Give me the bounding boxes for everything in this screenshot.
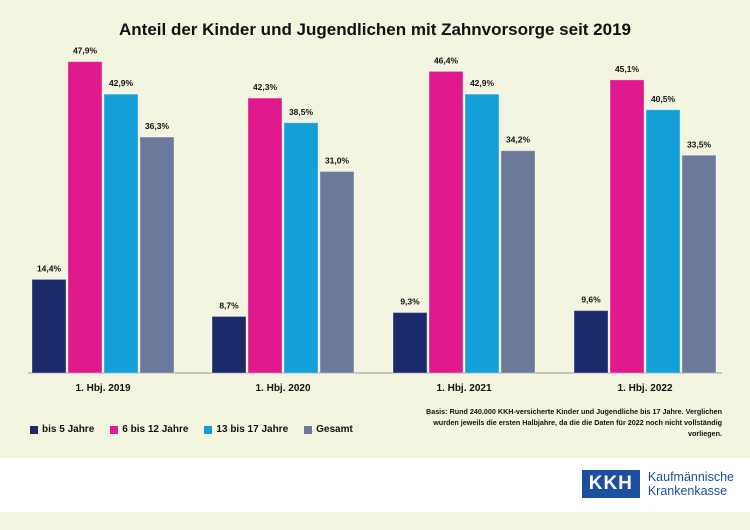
- legend-label: 6 bis 12 Jahre: [122, 424, 189, 435]
- data-label: 42,9%: [470, 78, 495, 88]
- bar-bis-5-jahre-0: [31, 278, 67, 374]
- data-label: 45,1%: [615, 64, 640, 74]
- data-label: 47,9%: [73, 46, 98, 56]
- bar-chart: 14,4% 47,9% 42,9% 36,3% 1. Hbj. 2019 8,7% 42,3…: [28, 46, 722, 394]
- legend-label: Gesamt: [316, 424, 353, 435]
- data-label: 42,9%: [109, 78, 134, 88]
- bar-6-bis-12-jahre-1: [247, 97, 283, 374]
- footnote: Basis: Rund 240.000 KKH-versicherte Kind…: [426, 407, 722, 438]
- logo-line-2: Krankenkasse: [647, 484, 728, 498]
- bar-bis-5-jahre-1: [211, 315, 247, 374]
- legend-item-bis-5: bis 5 Jahre: [30, 424, 94, 435]
- data-label: 38,5%: [289, 107, 314, 117]
- bar-gesamt-0: [139, 136, 175, 374]
- category-label: 1. Hbj. 2021: [436, 383, 491, 394]
- legend-swatch: [204, 425, 213, 434]
- data-label: 34,2%: [506, 135, 531, 145]
- bottom-strip: [0, 512, 750, 530]
- legend-item-13-17: 13 bis 17 Jahre: [204, 424, 288, 435]
- data-label: 31,0%: [325, 156, 350, 166]
- data-label: 40,5%: [651, 94, 676, 104]
- category-label: 1. Hbj. 2022: [617, 383, 672, 394]
- legend-item-6-12: 6 bis 12 Jahre: [110, 424, 188, 435]
- bar-13-bis-17-jahre-0: [103, 93, 139, 374]
- data-label: 8,7%: [219, 300, 239, 310]
- legend-swatch: [110, 425, 119, 434]
- legend-label: bis 5 Jahre: [42, 424, 95, 435]
- legend-item-gesamt: Gesamt: [304, 424, 353, 435]
- bar-6-bis-12-jahre-2: [428, 70, 464, 374]
- legend-swatch: [30, 425, 38, 434]
- legend: bis 5 Jahre 6 bis 12 Jahre 13 bis 17 Jah…: [30, 424, 353, 435]
- bar-gesamt-2: [500, 150, 536, 374]
- bar-13-bis-17-jahre-1: [283, 122, 319, 374]
- bar-13-bis-17-jahre-2: [464, 93, 500, 374]
- bar-gesamt-1: [319, 171, 355, 374]
- bar-13-bis-17-jahre-3: [645, 109, 681, 374]
- data-label: 14,4%: [37, 263, 62, 273]
- kkh-logo: KKH Kaufmännische Krankenkasse: [581, 470, 734, 498]
- bar-bis-5-jahre-2: [392, 312, 428, 374]
- chart-title: Anteil der Kinder und Jugendlichen mit Z…: [119, 20, 631, 39]
- data-label: 46,4%: [434, 55, 459, 65]
- chart-panel: Anteil der Kinder und Jugendlichen mit Z…: [28, 20, 722, 438]
- bar-6-bis-12-jahre-3: [609, 79, 645, 374]
- logo-text: Kaufmännische Krankenkasse: [648, 470, 734, 498]
- logo-mark: KKH: [581, 470, 640, 498]
- bar-6-bis-12-jahre-0: [67, 61, 103, 374]
- data-label: 36,3%: [145, 121, 170, 131]
- data-label: 33,5%: [687, 139, 712, 149]
- logo-line-1: Kaufmännische: [647, 470, 734, 484]
- data-label: 9,3%: [400, 297, 420, 307]
- legend-swatch: [304, 425, 313, 434]
- bar-bis-5-jahre-3: [573, 310, 609, 374]
- category-label: 1. Hbj. 2020: [255, 383, 310, 394]
- data-label: 9,6%: [581, 295, 601, 305]
- bar-gesamt-3: [681, 154, 717, 374]
- category-label: 1. Hbj. 2019: [75, 383, 130, 394]
- legend-label: 13 bis 17 Jahre: [216, 424, 289, 435]
- data-label: 42,3%: [253, 82, 278, 92]
